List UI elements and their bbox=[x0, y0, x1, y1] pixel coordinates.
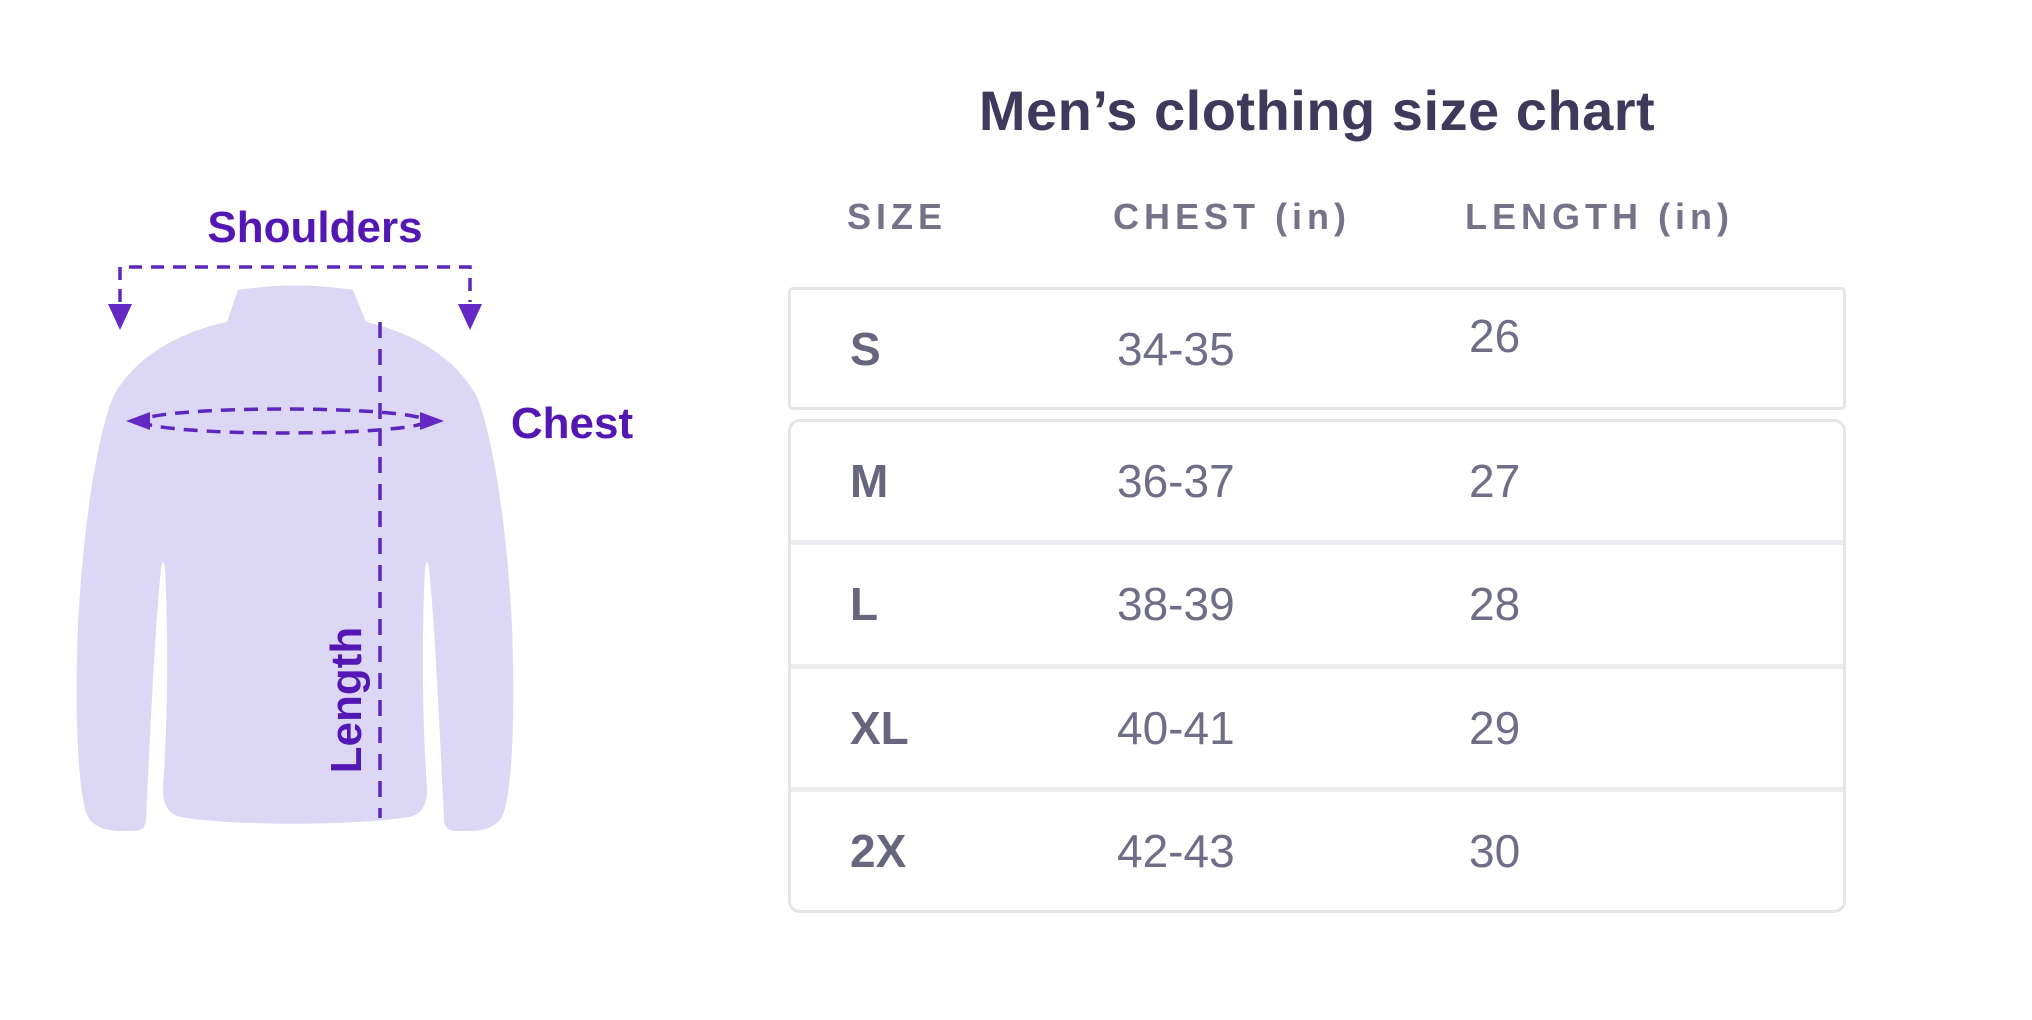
size-value: XL bbox=[850, 701, 909, 754]
column-header-length: LENGTH (in) bbox=[1465, 196, 1734, 237]
shoulders-measure-line bbox=[118, 265, 472, 302]
chest-value: 42-43 bbox=[1117, 824, 1235, 877]
column-header-size: SIZE bbox=[847, 196, 948, 237]
shoulders-arrow-right-icon bbox=[458, 304, 482, 330]
chest-arrow-left-icon bbox=[126, 412, 150, 430]
table-row: S 34-35 26 bbox=[791, 290, 1843, 407]
table-row: 2X 42-43 30 bbox=[791, 786, 1843, 910]
table-row: XL 40-41 29 bbox=[791, 663, 1843, 787]
table-row: L 38-39 28 bbox=[791, 540, 1843, 663]
chest-value: 36-37 bbox=[1117, 455, 1235, 508]
length-value: 26 bbox=[1469, 309, 1521, 362]
shirt-silhouette bbox=[76, 285, 514, 831]
shoulders-arrow-left-icon bbox=[108, 304, 132, 330]
table-box-rows: M 36-37 27 L 38-39 28 XL 40-41 29 2X 42-… bbox=[788, 419, 1846, 913]
chest-label: Chest bbox=[510, 399, 634, 448]
length-value: 30 bbox=[1469, 824, 1521, 877]
shirt-illustration bbox=[76, 265, 514, 831]
length-value: 29 bbox=[1469, 701, 1521, 754]
size-value: L bbox=[850, 578, 879, 631]
chest-value: 34-35 bbox=[1117, 322, 1235, 375]
size-value: S bbox=[850, 322, 881, 375]
chest-value: 40-41 bbox=[1117, 701, 1235, 754]
table-row: M 36-37 27 bbox=[791, 422, 1843, 540]
size-value: M bbox=[850, 455, 889, 508]
size-value: 2X bbox=[850, 824, 907, 877]
length-value: 28 bbox=[1469, 578, 1521, 631]
chest-value: 38-39 bbox=[1117, 578, 1235, 631]
shoulders-label: Shoulders bbox=[207, 203, 423, 252]
table-box-first-row: S 34-35 26 bbox=[788, 287, 1846, 410]
chest-arrow-right-icon bbox=[420, 412, 444, 430]
page-title: Men’s clothing size chart bbox=[978, 79, 1656, 142]
length-value: 27 bbox=[1469, 455, 1521, 508]
column-header-chest: CHEST (in) bbox=[1113, 196, 1351, 237]
